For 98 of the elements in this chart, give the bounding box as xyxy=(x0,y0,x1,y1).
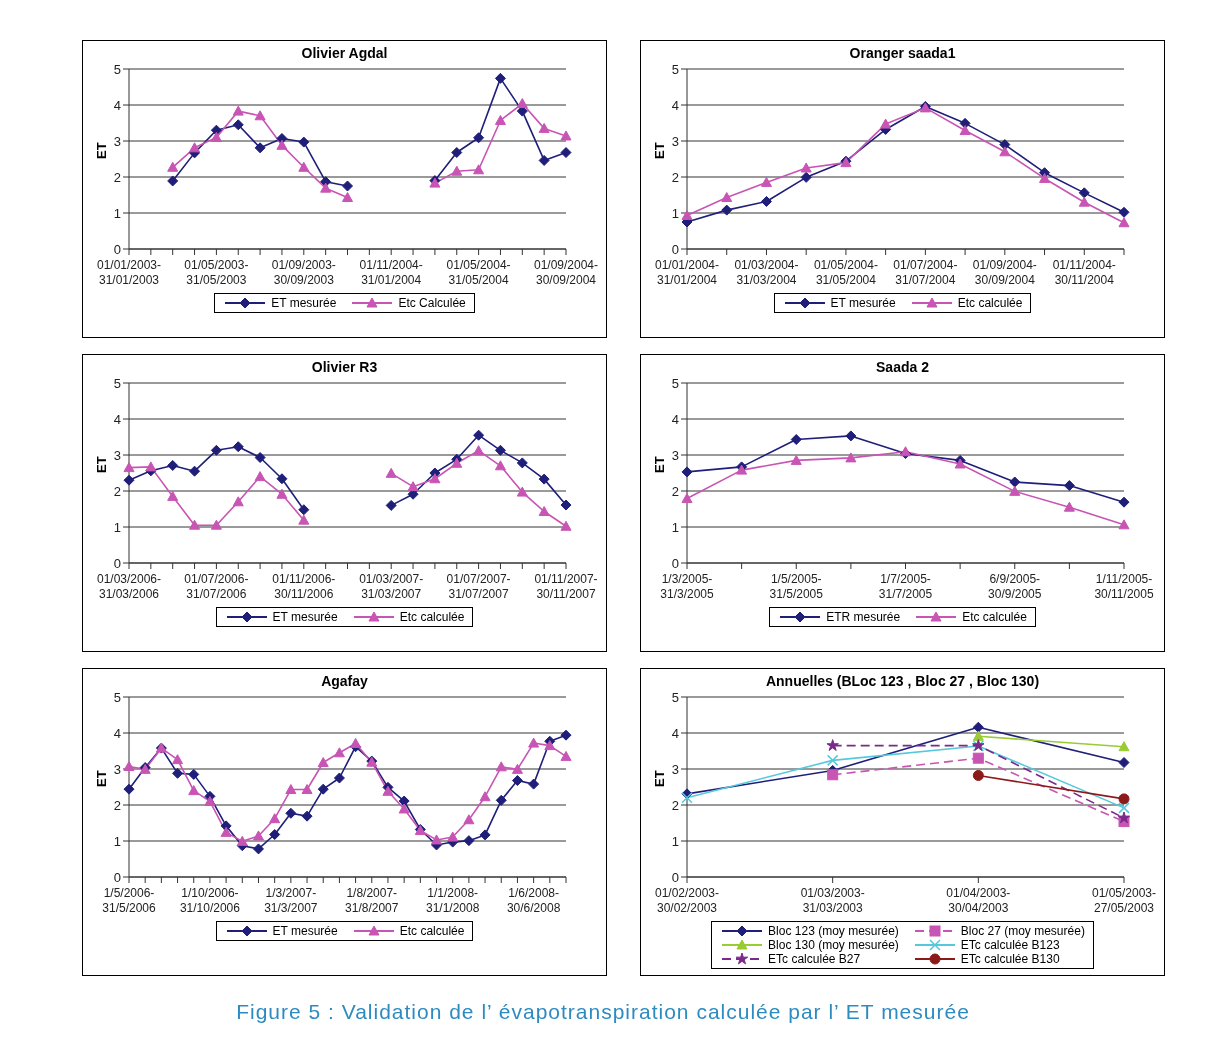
x-tick-label: 1/3/2007-31/3/2007 xyxy=(264,886,318,915)
legend-label: ET mesurée xyxy=(272,924,338,938)
legend-label: Etc Calculée xyxy=(398,296,466,310)
x-tick-label: 01/05/2003-27/05/2003 xyxy=(1091,886,1157,915)
y-tick-label: 1 xyxy=(671,519,679,535)
legend-label: ETR mesurée xyxy=(826,610,901,624)
legend-label: ET mesurée xyxy=(271,296,337,310)
y-tick-label: 5 xyxy=(671,61,679,77)
y-tick-label: 1 xyxy=(671,205,679,221)
x-tick-label: 01/07/2007-31/07/2007 xyxy=(446,572,511,601)
x-tick-label: 01/05/2004-31/05/2004 xyxy=(813,258,878,287)
y-tick-label: 5 xyxy=(113,689,121,705)
y-tick-label: 1 xyxy=(113,833,121,849)
x-tick-label: 01/03/2004-31/03/2004 xyxy=(734,258,799,287)
y-axis-title: ET xyxy=(93,456,109,473)
legend-label: Etc calculée xyxy=(962,610,1027,624)
x-tick-label: 01/07/2004-31/07/2004 xyxy=(893,258,958,287)
y-tick-label: 2 xyxy=(671,483,679,499)
y-tick-label: 4 xyxy=(113,411,121,427)
x-tick-label: 01/01/2004-31/01/2004 xyxy=(654,258,720,287)
x-tick-label: 1/1/2008-31/1/2008 xyxy=(426,886,480,915)
x-tick-label: 1/6/2008-30/6/2008 xyxy=(506,886,561,915)
x-tick-label: 6/9/2005-30/9/2005 xyxy=(988,572,1042,601)
y-tick-label: 0 xyxy=(113,555,121,571)
y-axis-title: ET xyxy=(93,770,109,787)
chart-title: Olivier Agdal xyxy=(300,45,389,61)
y-tick-label: 3 xyxy=(113,133,121,149)
y-tick-label: 5 xyxy=(113,61,121,77)
legend-label: ET mesurée xyxy=(272,610,338,624)
x-tick-label: 01/03/2006-31/03/2006 xyxy=(96,572,162,601)
legend-label: Bloc 130 (moy mesurée) xyxy=(768,938,899,952)
x-tick-label: 01/04/2003-30/04/2003 xyxy=(946,886,1011,915)
y-tick-label: 1 xyxy=(113,519,121,535)
y-tick-label: 0 xyxy=(113,241,121,257)
legend-label: Bloc 123 (moy mesurée) xyxy=(768,924,899,938)
legend-label: Etc calculée xyxy=(399,610,465,624)
x-tick-label: 01/09/2004-30/09/2004 xyxy=(972,258,1037,287)
x-tick-label: 01/11/2004-31/01/2004 xyxy=(359,258,423,287)
legend-label: Etc calculée xyxy=(399,924,465,938)
caption: Figure 5 : Validation de l’ évapotranspiration calculée par l’ ET mesurée xyxy=(235,1000,971,1024)
chart-title: Annuelles (BLoc 123 , Bloc 27 , Bloc 130) xyxy=(764,673,1041,689)
legend-label: Etc calculée xyxy=(957,296,1023,310)
x-tick-label: 1/3/2005-31/3/2005 xyxy=(660,572,715,601)
y-tick-label: 3 xyxy=(671,761,679,777)
x-tick-label: 01/11/2004-30/11/2004 xyxy=(1052,258,1116,287)
y-tick-label: 4 xyxy=(671,725,679,741)
y-axis-title: ET xyxy=(93,142,109,159)
y-tick-label: 2 xyxy=(113,797,121,813)
y-axis-title: ET xyxy=(651,142,667,159)
y-tick-label: 2 xyxy=(671,169,679,185)
y-tick-label: 1 xyxy=(113,205,121,221)
x-tick-label: 01/05/2004-31/05/2004 xyxy=(446,258,511,287)
x-tick-label: 01/09/2003-30/09/2003 xyxy=(271,258,336,287)
y-tick-label: 0 xyxy=(671,869,679,885)
x-tick-label: 1/5/2005-31/5/2005 xyxy=(769,572,824,601)
x-tick-label: 1/7/2005-31/7/2005 xyxy=(878,572,933,601)
y-tick-label: 2 xyxy=(671,797,679,813)
y-axis-title: ET xyxy=(651,770,667,787)
x-tick-label: 01/05/2003-31/05/2003 xyxy=(184,258,249,287)
x-tick-label: 1/8/2007-31/8/2007 xyxy=(345,886,399,915)
chart-title: Saada 2 xyxy=(875,359,930,375)
x-tick-label: 01/07/2006-31/07/2006 xyxy=(184,572,249,601)
y-axis-title: ET xyxy=(651,456,667,473)
y-tick-label: 3 xyxy=(113,447,121,463)
chart-title: Olivier R3 xyxy=(310,359,379,375)
y-tick-label: 4 xyxy=(671,411,679,427)
x-tick-label: 01/03/2003-31/03/2003 xyxy=(800,886,865,915)
chart-title: Agafay xyxy=(320,673,369,689)
y-tick-label: 4 xyxy=(113,725,121,741)
y-tick-label: 5 xyxy=(113,375,121,391)
y-tick-label: 5 xyxy=(671,689,679,705)
legend-label: ET mesurée xyxy=(830,296,896,310)
x-tick-label: 1/11/2005-30/11/2005 xyxy=(1094,572,1154,601)
y-tick-label: 3 xyxy=(671,133,679,149)
x-tick-label: 01/11/2006-30/11/2006 xyxy=(272,572,336,601)
y-tick-label: 2 xyxy=(113,169,121,185)
x-tick-label: 01/11/2007-30/11/2007 xyxy=(534,572,598,601)
y-tick-label: 3 xyxy=(113,761,121,777)
legend-label: ETc calculée B130 xyxy=(960,952,1060,966)
x-tick-label: 01/02/2003-30/02/2003 xyxy=(654,886,720,915)
y-tick-label: 2 xyxy=(113,483,121,499)
chart-title: Oranger saada1 xyxy=(848,45,957,61)
y-tick-label: 4 xyxy=(671,97,679,113)
legend-label: ETc calculée B123 xyxy=(960,938,1060,952)
x-tick-label: 01/09/2004-30/09/2004 xyxy=(533,258,599,287)
y-tick-label: 0 xyxy=(671,241,679,257)
x-tick-label: 1/5/2006-31/5/2006 xyxy=(102,886,157,915)
x-tick-label: 01/01/2003-31/01/2003 xyxy=(96,258,162,287)
legend-label: ETc calculée B27 xyxy=(768,952,861,966)
legend-label: Bloc 27 (moy mesurée) xyxy=(960,924,1085,938)
y-tick-label: 0 xyxy=(671,555,679,571)
y-tick-label: 5 xyxy=(671,375,679,391)
y-tick-label: 4 xyxy=(113,97,121,113)
y-tick-label: 3 xyxy=(671,447,679,463)
x-tick-label: 1/10/2006-31/10/2006 xyxy=(179,886,241,915)
y-tick-label: 0 xyxy=(113,869,121,885)
y-tick-label: 1 xyxy=(671,833,679,849)
x-tick-label: 01/03/2007-31/03/2007 xyxy=(359,572,424,601)
